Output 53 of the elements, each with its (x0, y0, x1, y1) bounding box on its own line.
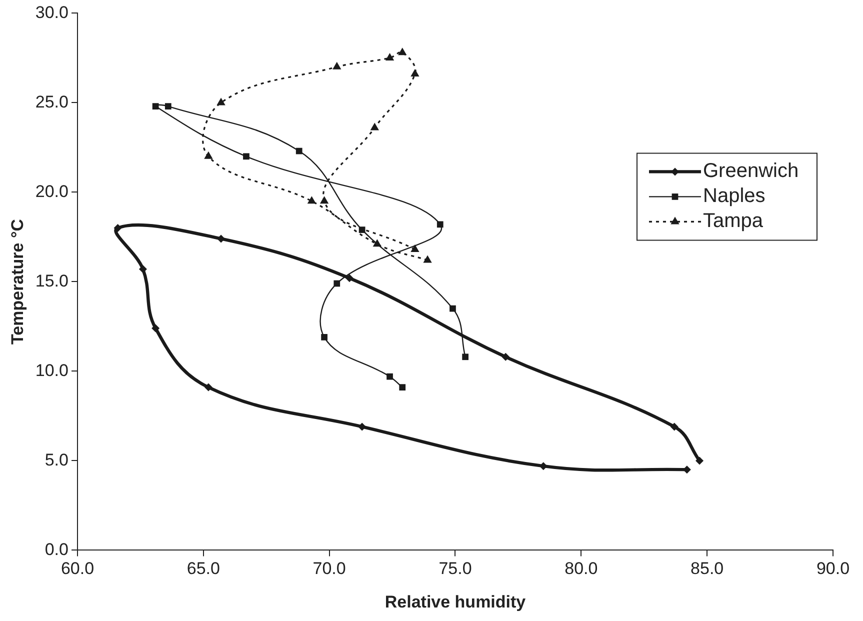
point (423, 255, 432, 263)
point (152, 324, 160, 332)
point (204, 383, 212, 392)
y-tick-label: 30.0 (35, 2, 68, 22)
y-tick-label: 5.0 (44, 450, 68, 470)
point (399, 384, 406, 390)
point (696, 456, 704, 465)
point (398, 48, 407, 56)
point (114, 224, 122, 232)
point (321, 334, 328, 340)
y-tick-label: 20.0 (35, 182, 68, 201)
y-tick-label: 15.0 (35, 271, 68, 290)
point (502, 352, 510, 361)
x-tick-label: 75.0 (438, 559, 472, 578)
x-axis-title: Relative humidity (384, 592, 526, 612)
point (358, 226, 366, 233)
point (217, 234, 226, 243)
point (358, 422, 366, 431)
y-tick-label: 0.0 (44, 540, 68, 559)
point (164, 103, 172, 110)
point (216, 98, 226, 106)
y-tick-label: 25.0 (35, 92, 68, 112)
point (345, 274, 354, 282)
point (385, 52, 394, 60)
point (307, 196, 316, 204)
point (296, 148, 302, 154)
point (670, 422, 678, 431)
point (204, 151, 213, 159)
y-tick-label: 10.0 (35, 360, 68, 380)
point (334, 280, 340, 287)
point (539, 462, 548, 470)
point (243, 153, 250, 160)
point (370, 122, 379, 130)
point (152, 103, 159, 110)
legend-label: Greenwich (703, 160, 799, 182)
x-tick-label: 80.0 (564, 559, 598, 578)
point (450, 305, 456, 312)
point (332, 62, 342, 70)
legend-label: Tampa (703, 210, 764, 232)
x-tick-label: 90.0 (816, 559, 850, 578)
y-axis-title: Temperature °C (8, 218, 27, 344)
x-tick-label: 85.0 (690, 559, 724, 578)
point (410, 69, 420, 77)
point (462, 354, 468, 360)
legend-label: Naples (703, 185, 766, 208)
point (386, 373, 393, 380)
x-tick-label: 65.0 (186, 559, 220, 578)
point (320, 196, 329, 204)
x-tick-label: 70.0 (312, 559, 346, 578)
point (410, 244, 420, 252)
point (138, 265, 147, 274)
x-tick-label: 60.0 (60, 559, 94, 578)
point (436, 221, 444, 228)
